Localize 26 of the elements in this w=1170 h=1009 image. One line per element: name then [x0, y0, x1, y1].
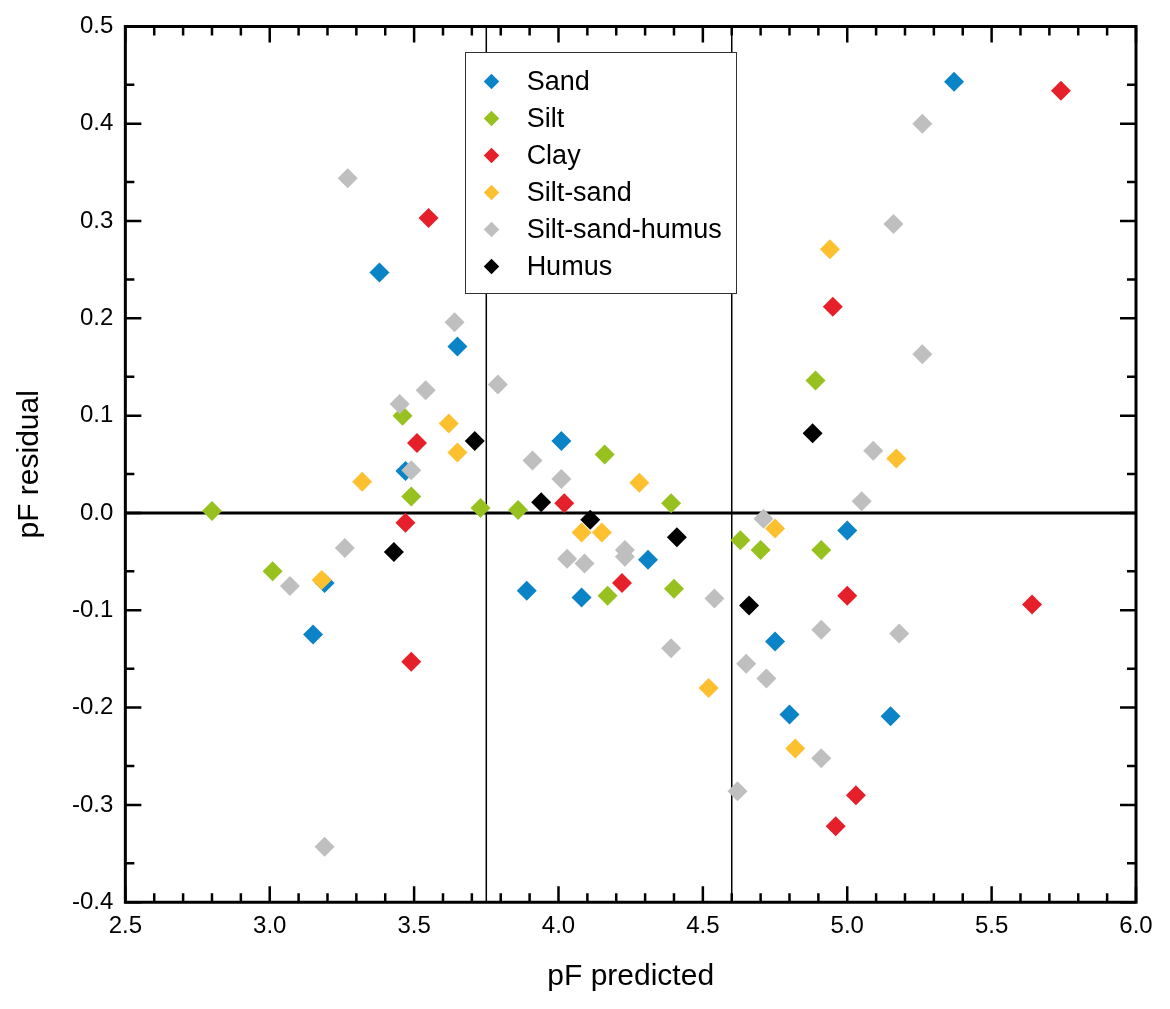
legend-label: Clay [526, 139, 581, 173]
y-axis-title: pF residual [11, 390, 45, 539]
x-tick-label: 3.0 [253, 911, 287, 939]
y-tick-label: -0.1 [72, 594, 114, 622]
x-tick-label: 6.0 [1119, 911, 1153, 939]
legend-label: Sand [526, 65, 590, 99]
x-tick-label: 4.5 [686, 911, 720, 939]
y-tick-label: 0.1 [79, 400, 114, 428]
x-tick-label: 5.5 [974, 911, 1009, 939]
y-tick-label: 0.3 [79, 205, 114, 233]
x-axis-title: pF predicted [547, 958, 715, 992]
x-tick-label: 5.0 [830, 911, 864, 939]
legend-label: Silt [526, 102, 565, 136]
x-tick-label: 2.5 [108, 911, 143, 939]
y-tick-label: -0.3 [72, 789, 114, 817]
legend-label: Silt-sand-humus [526, 213, 722, 247]
y-tick-label: -0.4 [72, 886, 114, 914]
y-tick-label: 0.0 [79, 497, 114, 525]
y-tick-label: 0.5 [79, 11, 114, 39]
x-tick-label: 4.0 [541, 911, 576, 939]
y-tick-label: 0.2 [79, 302, 114, 330]
legend-label: Humus [526, 250, 613, 284]
y-tick-label: -0.2 [72, 692, 114, 720]
y-tick-label: 0.4 [79, 108, 114, 136]
x-tick-label: 3.5 [397, 911, 431, 939]
legend-label: Silt-sand [526, 176, 632, 210]
